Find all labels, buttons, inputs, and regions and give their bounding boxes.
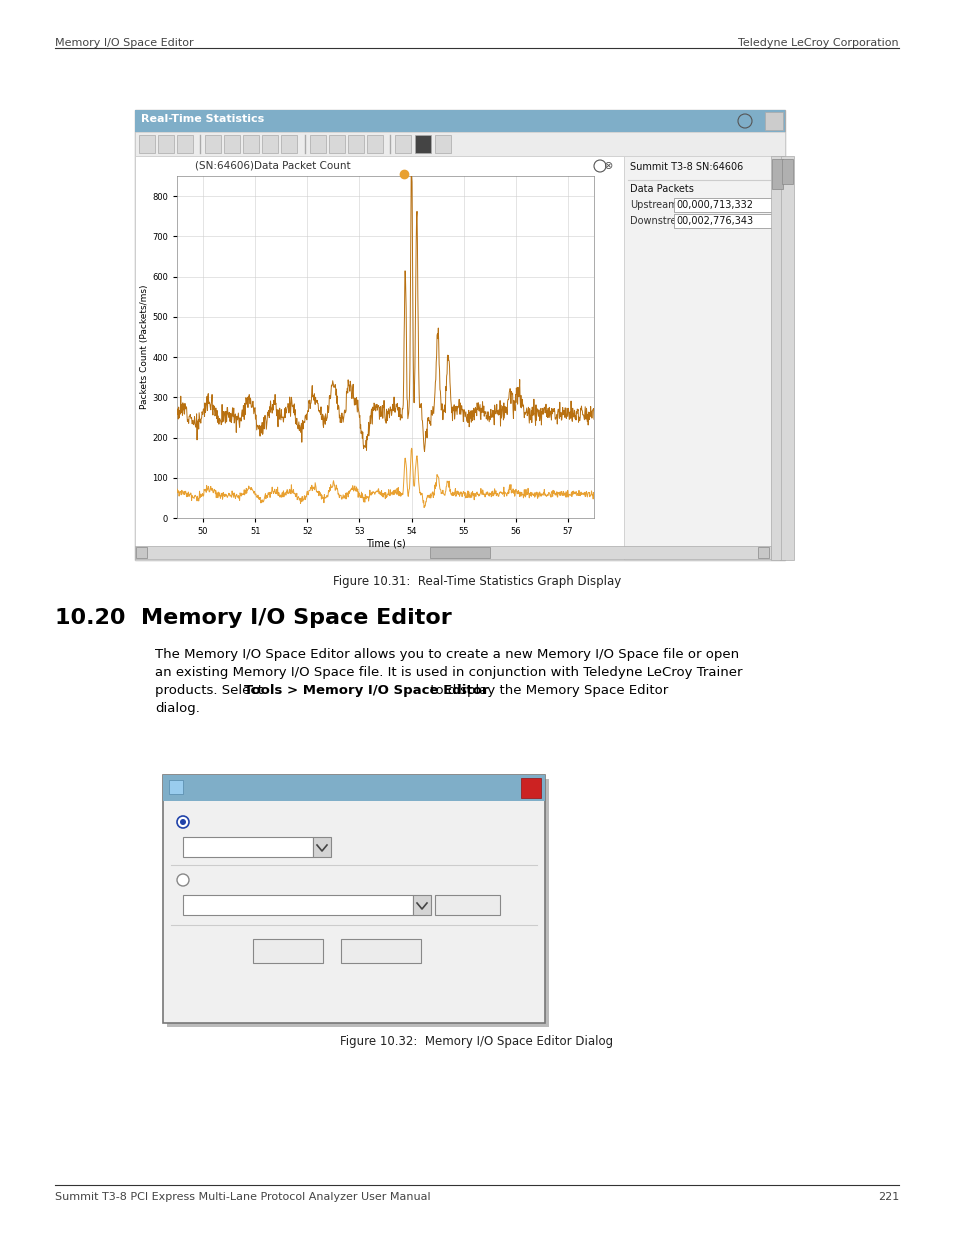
- Text: ⊗: ⊗: [603, 161, 613, 170]
- Text: Teledyne LeCroy Corporation: Teledyne LeCroy Corporation: [738, 38, 898, 48]
- Circle shape: [180, 819, 186, 825]
- Bar: [167, 779, 548, 1028]
- Text: Summit T3-8 SN:64606: Summit T3-8 SN:64606: [629, 162, 742, 172]
- Bar: [253, 939, 323, 963]
- Text: Upstream: Upstream: [629, 200, 677, 210]
- Bar: [135, 156, 623, 559]
- Text: ✕: ✕: [525, 782, 536, 794]
- Bar: [758, 547, 768, 558]
- Text: Select...: Select...: [444, 900, 489, 910]
- Bar: [169, 781, 183, 794]
- Bar: [135, 110, 784, 559]
- Bar: [183, 837, 313, 857]
- Text: ×: ×: [768, 116, 778, 126]
- Text: ►: ►: [760, 550, 766, 556]
- Text: 00,002,776,343: 00,002,776,343: [676, 216, 752, 226]
- Bar: [329, 135, 345, 153]
- Bar: [770, 156, 783, 559]
- Bar: [163, 776, 544, 802]
- Text: 00,000,713,332: 00,000,713,332: [676, 200, 752, 210]
- Bar: [348, 135, 364, 153]
- Bar: [135, 546, 770, 559]
- Text: (SN:64606)Data Packet Count: (SN:64606)Data Packet Count: [194, 161, 351, 170]
- Bar: [764, 112, 782, 130]
- Bar: [430, 547, 490, 558]
- Bar: [310, 135, 326, 153]
- Text: Summit T3-8 PCI Express Multi-Lane Protocol Analyzer User Manual: Summit T3-8 PCI Express Multi-Lane Proto…: [55, 1192, 430, 1202]
- Bar: [224, 135, 240, 153]
- Text: Downstream: Downstream: [629, 216, 691, 226]
- Text: to display the Memory Space Editor: to display the Memory Space Editor: [425, 684, 667, 697]
- Text: Create new Address Space File:: Create new Address Space File:: [194, 815, 380, 827]
- Bar: [520, 778, 540, 798]
- Bar: [243, 135, 258, 153]
- Text: Memory/IO Space Editor: Memory/IO Space Editor: [189, 781, 349, 793]
- Bar: [781, 156, 793, 559]
- Text: Memory I/O Space Editor: Memory I/O Space Editor: [55, 38, 193, 48]
- Text: 128 Bytes: 128 Bytes: [188, 840, 247, 853]
- Text: Tools > Memory I/O Space Editor: Tools > Memory I/O Space Editor: [244, 684, 488, 697]
- Bar: [673, 198, 771, 212]
- Bar: [623, 156, 779, 559]
- Text: products. Select: products. Select: [154, 684, 267, 697]
- Text: ◄: ◄: [139, 550, 145, 556]
- Text: The Memory I/O Space Editor allows you to create a new Memory I/O Space file or : The Memory I/O Space Editor allows you t…: [154, 648, 739, 661]
- Bar: [395, 135, 411, 153]
- Text: Figure 10.32:  Memory I/O Space Editor Dialog: Figure 10.32: Memory I/O Space Editor Di…: [340, 1035, 613, 1049]
- Y-axis label: Packets Count (Packets/ms): Packets Count (Packets/ms): [140, 285, 150, 409]
- Text: OK: OK: [278, 945, 296, 957]
- Bar: [415, 135, 431, 153]
- Text: Open existing Address Space File:: Open existing Address Space File:: [194, 873, 395, 885]
- Bar: [435, 895, 499, 915]
- Bar: [435, 135, 451, 153]
- Bar: [313, 837, 331, 857]
- Bar: [262, 135, 277, 153]
- Bar: [135, 132, 784, 156]
- Text: Real-Time Statistics: Real-Time Statistics: [141, 114, 264, 124]
- Bar: [367, 135, 382, 153]
- Bar: [135, 110, 784, 132]
- Bar: [177, 135, 193, 153]
- Bar: [158, 135, 173, 153]
- Bar: [771, 159, 782, 189]
- Bar: [673, 214, 771, 228]
- Circle shape: [177, 874, 189, 885]
- Bar: [205, 135, 221, 153]
- Bar: [340, 939, 420, 963]
- Bar: [281, 135, 296, 153]
- Bar: [183, 895, 413, 915]
- Text: Data Packets: Data Packets: [629, 184, 693, 194]
- X-axis label: Time (s): Time (s): [365, 538, 405, 548]
- Bar: [413, 895, 431, 915]
- Text: 221: 221: [877, 1192, 898, 1202]
- Text: dialog.: dialog.: [154, 701, 200, 715]
- Bar: [163, 776, 544, 1023]
- Bar: [781, 159, 792, 184]
- Text: 10.20  Memory I/O Space Editor: 10.20 Memory I/O Space Editor: [55, 608, 452, 629]
- Text: Cancel: Cancel: [359, 945, 402, 957]
- Text: Figure 10.31:  Real-Time Statistics Graph Display: Figure 10.31: Real-Time Statistics Graph…: [333, 576, 620, 588]
- Bar: [136, 547, 147, 558]
- Bar: [139, 135, 154, 153]
- Circle shape: [177, 816, 189, 827]
- Text: an existing Memory I/O Space file. It is used in conjunction with Teledyne LeCro: an existing Memory I/O Space file. It is…: [154, 666, 741, 679]
